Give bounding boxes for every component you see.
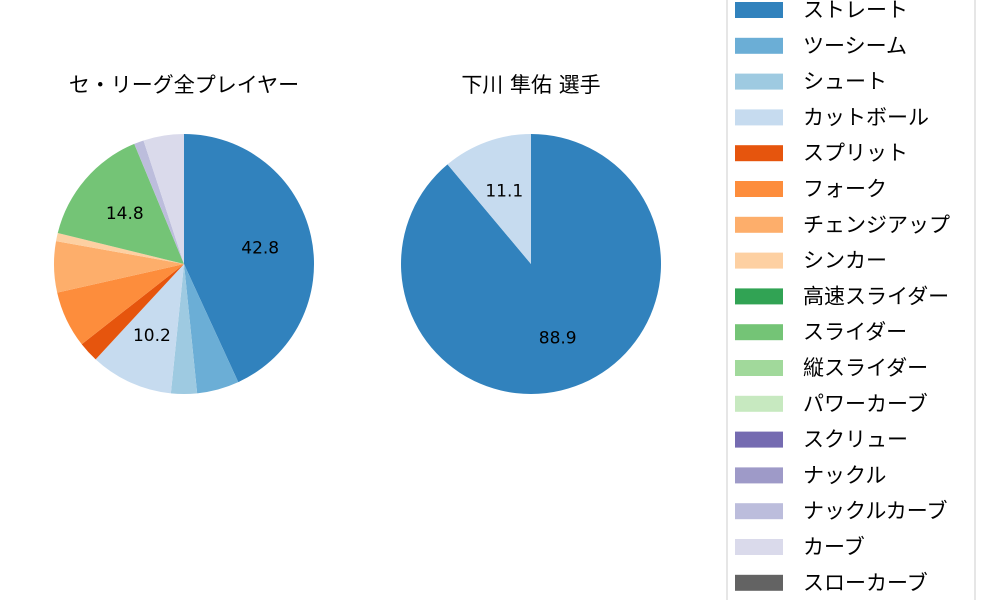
legend-swatch-11 [735, 395, 783, 412]
legend-label-6: チェンジアップ [803, 213, 950, 237]
pie-league-slice-4 [81, 264, 184, 360]
pie-league-slice-7 [56, 233, 184, 264]
legend-swatch-8 [735, 288, 783, 305]
legend-swatch-14 [735, 503, 783, 520]
legend-swatch-4 [735, 145, 783, 162]
legend-label-3: カットボール [803, 105, 929, 129]
pie-league-value-label-3: 10.2 [133, 326, 171, 346]
legend-swatch-9 [735, 324, 783, 341]
pie-league: 42.8 10.2 14.8 [54, 133, 315, 394]
legend-label-5: フォーク [803, 177, 887, 201]
legend-label-2: シュート [803, 70, 887, 94]
pie-player-value-label-0: 88.9 [539, 328, 577, 348]
legend-label-11: パワーカーブ [803, 392, 928, 416]
pie-league-slice-10 [143, 134, 184, 264]
legend: ストレートツーシームシュートカットボールスプリットフォークチェンジアップシンカー… [726, 0, 976, 604]
legend-label-1: ツーシーム [803, 34, 907, 58]
pie-player-slice-0 [401, 134, 662, 394]
legend-label-14: ナックルカーブ [803, 499, 947, 523]
pie-league-value-label-8: 14.8 [106, 204, 144, 224]
pie-league-value-label-0: 42.8 [241, 238, 279, 258]
legend-swatch-2 [735, 73, 783, 90]
legend-swatch-7 [735, 252, 783, 269]
legend-swatch-6 [735, 216, 783, 233]
legend-frame [726, 0, 976, 604]
legend-swatch-5 [735, 181, 783, 197]
legend-label-15: カーブ [803, 535, 865, 559]
pie-league-slice-2 [170, 264, 198, 394]
legend-label-8: 高速スライダー [803, 284, 949, 308]
legend-label-9: スライダー [803, 320, 907, 344]
pie-title-player: 下川 隼佑 選手 [461, 73, 600, 97]
pie-league-slice-6 [54, 241, 185, 293]
legend-swatch-16 [735, 574, 783, 591]
legend-swatch-12 [735, 431, 783, 448]
pie-league-slice-3 [95, 264, 184, 394]
legend-label-4: スプリット [803, 141, 908, 165]
pie-league-slice-0 [184, 133, 315, 383]
legend-swatch-0 [735, 2, 783, 18]
legend-swatch-1 [735, 37, 783, 54]
legend-label-13: ナックル [803, 463, 886, 487]
legend-swatch-15 [735, 539, 783, 555]
legend-swatch-10 [735, 360, 783, 376]
pie-title-league: セ・リーグ全プレイヤー [69, 73, 299, 97]
pie-player: 88.9 11.1 [401, 134, 662, 394]
pie-league-slice-1 [184, 264, 239, 394]
legend-label-7: シンカー [803, 249, 887, 273]
legend-label-0: ストレート [803, 0, 908, 22]
legend-swatch-3 [735, 109, 783, 126]
pie-player-value-label-1: 11.1 [485, 182, 523, 202]
pie-player-slice-1 [447, 134, 531, 264]
pie-league-slice-5 [57, 264, 184, 345]
pie-league-slice-9 [134, 140, 184, 264]
pie-league-slice-8 [57, 143, 184, 264]
legend-label-16: スローカーブ [803, 571, 928, 595]
legend-swatch-13 [735, 467, 783, 484]
legend-label-10: 縦スライダー [803, 356, 928, 380]
legend-label-12: スクリュー [803, 428, 908, 452]
